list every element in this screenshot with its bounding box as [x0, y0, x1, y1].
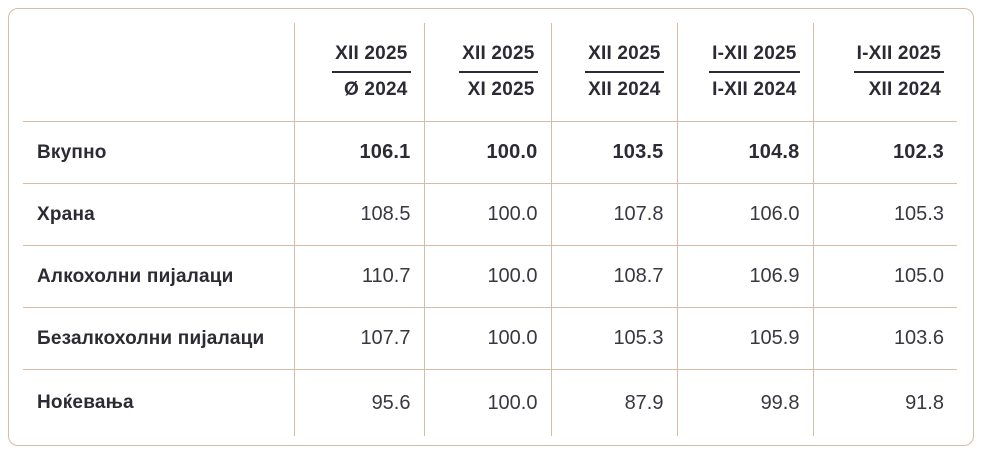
period-fraction: XII 2025 XII 2024 — [585, 43, 664, 101]
category-label: Храна — [37, 203, 95, 225]
value-cell: 100.0 — [423, 121, 551, 184]
value-cell: 100.0 — [423, 183, 551, 246]
value-cell: 100.0 — [423, 369, 551, 436]
value-cell: 100.0 — [423, 245, 551, 308]
period-fraction: XII 2025 Ø 2024 — [332, 43, 411, 101]
fraction-numerator: XII 2025 — [332, 43, 411, 73]
fraction-denominator: XII 2024 — [868, 79, 941, 100]
value-cell: 110.7 — [293, 245, 424, 308]
fraction-denominator: Ø 2024 — [343, 79, 408, 100]
table-row: Ноќевања 95.6 100.0 87.9 99.8 91.8 — [23, 369, 957, 436]
value-cell: 104.8 — [676, 121, 813, 184]
value-cell: 105.9 — [676, 307, 813, 370]
value-cell: 108.5 — [293, 183, 424, 246]
value-cell: 105.0 — [812, 245, 957, 308]
period-header-cell: I-XII 2025 I-XII 2024 — [676, 23, 813, 122]
value-cell: 95.6 — [293, 369, 424, 436]
value-cell: 103.5 — [550, 121, 677, 184]
value-cell: 105.3 — [812, 183, 957, 246]
period-header-cell: XII 2025 XI 2025 — [423, 23, 551, 122]
value-cell: 106.1 — [293, 121, 424, 184]
value-cell: 91.8 — [812, 369, 957, 436]
period-fraction: I-XII 2025 I-XII 2024 — [709, 43, 800, 101]
table-row: Храна 108.5 100.0 107.8 106.0 105.3 — [23, 183, 957, 246]
value-cell: 100.0 — [423, 307, 551, 370]
category-label: Ноќевања — [37, 392, 134, 413]
value-cell: 102.3 — [812, 121, 957, 184]
period-header-cell: XII 2025 Ø 2024 — [293, 23, 424, 122]
corner-cell — [23, 23, 294, 122]
value-cell: 108.7 — [550, 245, 677, 308]
value-cell: 107.7 — [293, 307, 424, 370]
category-label: Безалкохолни пијалаци — [37, 327, 265, 349]
header-row: XII 2025 Ø 2024 XII 2025 XI 2025 XII 2025 XII… — [23, 23, 957, 122]
category-label: Алкохолни пијалаци — [37, 265, 234, 287]
fraction-numerator: XII 2025 — [585, 43, 664, 73]
fraction-denominator: I-XII 2024 — [712, 79, 797, 100]
fraction-numerator: XII 2025 — [459, 43, 538, 73]
table-row: Вкупно 106.1 100.0 103.5 104.8 102.3 — [23, 121, 957, 184]
period-fraction: XII 2025 XI 2025 — [459, 43, 538, 101]
value-cell: 107.8 — [550, 183, 677, 246]
table-header: XII 2025 Ø 2024 XII 2025 XI 2025 XII 2025 XII… — [23, 23, 957, 122]
price-index-table: XII 2025 Ø 2024 XII 2025 XI 2025 XII 2025 XII… — [23, 23, 957, 436]
category-label: Вкупно — [37, 141, 107, 163]
value-cell: 87.9 — [550, 369, 677, 436]
table-row: Безалкохолни пијалаци 107.7 100.0 105.3 105.… — [23, 307, 957, 370]
index-table-card: XII 2025 Ø 2024 XII 2025 XI 2025 XII 2025 XII… — [8, 8, 974, 446]
fraction-numerator: I-XII 2025 — [709, 43, 800, 73]
fraction-numerator: I-XII 2025 — [853, 43, 944, 73]
fraction-denominator: XII 2024 — [588, 79, 661, 100]
period-header-cell: XII 2025 XII 2024 — [550, 23, 677, 122]
value-cell: 106.0 — [676, 183, 813, 246]
value-cell: 103.6 — [812, 307, 957, 370]
fraction-denominator: XI 2025 — [467, 79, 535, 100]
value-cell: 105.3 — [550, 307, 677, 370]
value-cell: 106.9 — [676, 245, 813, 308]
period-header-cell: I-XII 2025 XII 2024 — [812, 23, 957, 122]
period-fraction: I-XII 2025 XII 2024 — [853, 43, 944, 101]
table-body: Вкупно 106.1 100.0 103.5 104.8 102.3 Храна 108.… — [23, 121, 957, 436]
table-row: Алкохолни пијалаци 110.7 100.0 108.7 106.9 10… — [23, 245, 957, 308]
value-cell: 99.8 — [676, 369, 813, 436]
